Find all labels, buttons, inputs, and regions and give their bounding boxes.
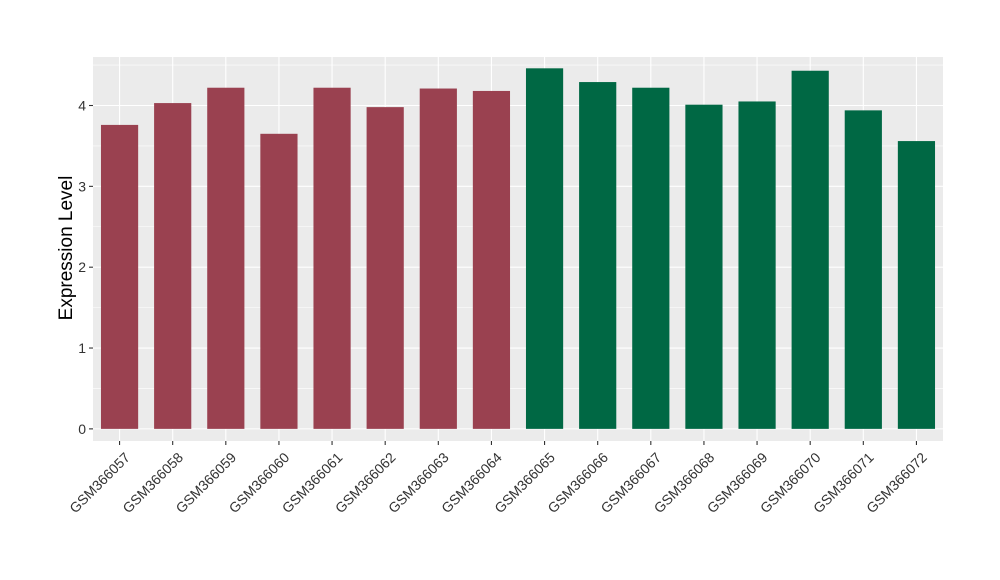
bar-gsm366060: [260, 133, 298, 429]
bar-gsm366057: [100, 124, 139, 429]
y-tick-label: 4: [78, 98, 86, 114]
y-tick-label: 1: [78, 340, 86, 356]
y-axis-title: Expression Level: [56, 176, 77, 321]
bar-gsm366064: [472, 90, 511, 429]
bars: [100, 68, 936, 429]
bar-gsm366058: [154, 103, 192, 429]
bar-gsm366069: [738, 101, 776, 429]
y-tick-label: 0: [78, 421, 86, 437]
bar-gsm366070: [791, 70, 829, 429]
bar-gsm366067: [632, 87, 670, 429]
bar-gsm366066: [579, 82, 617, 429]
bar-gsm366071: [844, 110, 882, 429]
y-tick-label: 3: [78, 178, 86, 194]
x-axis: GSM366057GSM366058GSM366059GSM366060GSM3…: [66, 441, 930, 516]
bar-gsm366068: [685, 104, 723, 429]
bar-gsm366061: [313, 87, 351, 429]
bar-gsm366063: [419, 88, 457, 429]
bar-gsm366059: [207, 87, 245, 429]
bar-gsm366072: [897, 141, 936, 429]
y-axis: 0 1 2 3 4: [78, 98, 93, 437]
y-tick-label: 2: [78, 259, 86, 275]
bar-gsm366062: [366, 107, 404, 429]
bar-gsm366065: [525, 68, 564, 429]
